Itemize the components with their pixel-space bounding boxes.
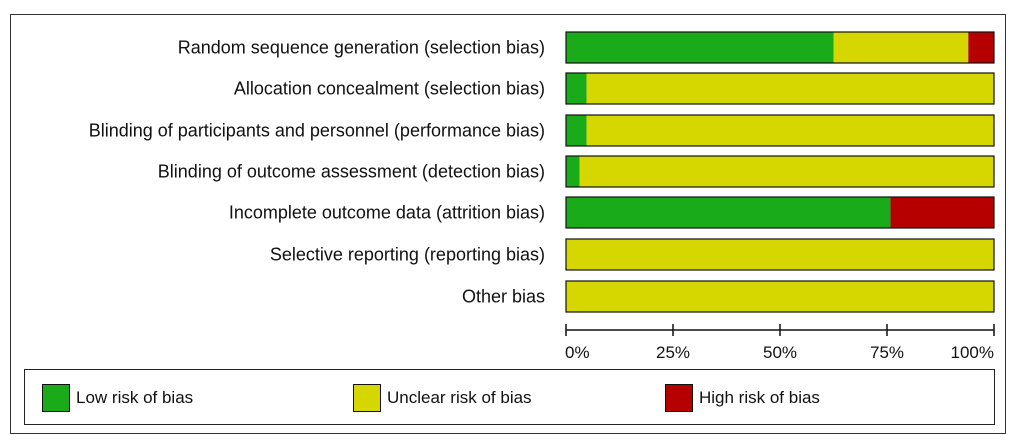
row-label-5: Selective reporting (reporting bias) xyxy=(270,245,545,265)
x-tick-label-0: 0% xyxy=(565,343,590,362)
row-label-1: Allocation concealment (selection bias) xyxy=(234,79,545,99)
legend-label-high: High risk of bias xyxy=(699,388,820,407)
row-label-3: Blinding of outcome assessment (detectio… xyxy=(158,162,545,182)
bar-segment-1-3 xyxy=(579,156,994,187)
legend-swatch-high xyxy=(665,384,693,412)
legend-label-unclear: Unclear risk of bias xyxy=(387,388,532,407)
legend-swatch-unclear xyxy=(353,384,381,412)
bar-segment-other-6 xyxy=(566,281,994,312)
legend-swatch-low xyxy=(42,384,70,412)
bar-outline-1 xyxy=(565,72,995,105)
x-tick-label-2: 50% xyxy=(763,343,797,362)
bar-segment-0-2 xyxy=(566,115,587,146)
legend-item-low: Low risk of bias xyxy=(42,383,193,413)
row-label-4: Incomplete outcome data (attrition bias) xyxy=(229,203,545,223)
bar-outline-2 xyxy=(565,114,995,147)
row-label-6: Other bias xyxy=(462,287,545,307)
bar-outline-4 xyxy=(565,196,995,229)
bar-segment-1-0 xyxy=(833,32,969,63)
bar-segment-1-5 xyxy=(566,239,994,270)
bar-segment-0-3 xyxy=(566,156,580,187)
bar-outline-6 xyxy=(565,280,995,313)
legend-label-low: Low risk of bias xyxy=(76,388,194,407)
bar-segment-2-0 xyxy=(968,32,994,63)
bar-segment-1-1 xyxy=(586,73,994,104)
x-tick-label-3: 75% xyxy=(870,343,904,362)
row-label-2: Blinding of participants and personnel (… xyxy=(89,121,545,141)
bar-segment-1-2 xyxy=(586,115,994,146)
bar-segment-2-4 xyxy=(890,197,994,228)
bar-outline-5 xyxy=(565,238,995,271)
bar-outline-0 xyxy=(565,31,995,64)
bar-segment-0-4 xyxy=(566,197,891,228)
row-label-0: Random sequence generation (selection bi… xyxy=(178,38,545,58)
chart-frame xyxy=(10,14,1006,434)
legend-item-high: High risk of bias xyxy=(665,383,820,413)
x-tick-label-1: 25% xyxy=(656,343,690,362)
bar-segment-0-0 xyxy=(566,32,834,63)
legend-item-unclear: Unclear risk of bias xyxy=(353,383,532,413)
legend: Low risk of bias Unclear risk of bias Hi… xyxy=(24,369,995,425)
bar-outline-3 xyxy=(565,155,995,188)
bar-segment-0-1 xyxy=(566,73,587,104)
x-tick-label-4: 100% xyxy=(951,343,994,362)
